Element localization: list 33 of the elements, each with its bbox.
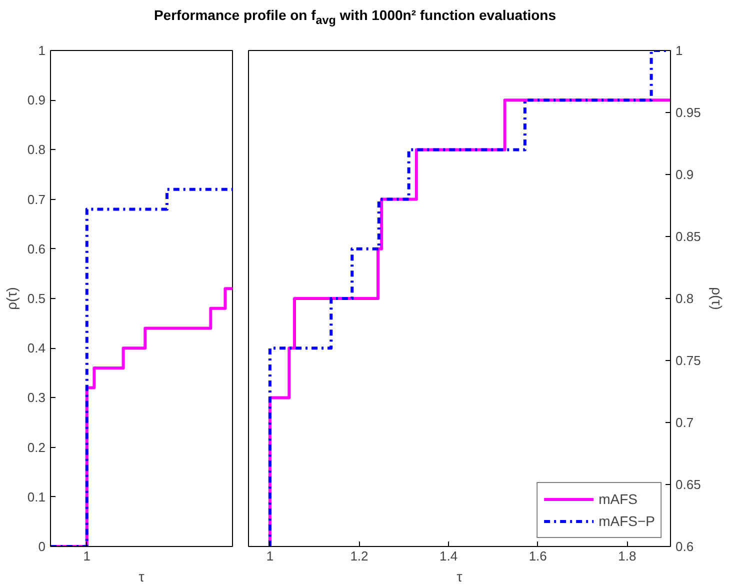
- x-tick-label: 1: [266, 548, 274, 564]
- x-axis-title: τ: [138, 568, 145, 584]
- x-axis-title: τ: [456, 568, 463, 584]
- y2-tick-label: 0.7: [676, 415, 694, 430]
- y-tick-label: 0.5: [27, 291, 46, 306]
- text: Performance profile on f$_{avg}$ with 1000n² function evaluations: [152, 6, 558, 29]
- y2-tick-label: 0.95: [676, 105, 701, 120]
- y-axis-title: ρ(τ): [3, 287, 20, 310]
- y2-axis-title: ρ(τ): [708, 287, 725, 310]
- legend-label: mAFS: [598, 491, 638, 507]
- y-tick-label: 0.7: [27, 192, 46, 207]
- y-tick-label: 0.2: [27, 440, 46, 455]
- y-tick-label: 0.4: [27, 340, 46, 356]
- y2-tick-label: 0.6: [676, 539, 694, 554]
- y2-tick-label: 0.8: [676, 291, 694, 306]
- y2-tick-label: 0.65: [676, 477, 701, 492]
- y-tick-label: 1: [38, 43, 46, 58]
- y2-tick-label: 0.75: [676, 353, 701, 368]
- y-tick-label: 0.3: [27, 390, 46, 406]
- y-tick-label: 0: [38, 539, 46, 554]
- y-tick-label: 0.1: [27, 489, 46, 504]
- x-tick-label: 1.2: [350, 548, 368, 564]
- x-tick-label: 1.6: [528, 548, 547, 564]
- x-tick-label: 1.8: [618, 548, 636, 564]
- legend-label: mAFS−P: [598, 513, 655, 529]
- y-tick-label: 0.9: [27, 92, 46, 108]
- y2-tick-label: 0.9: [676, 167, 694, 182]
- y-tick-label: 0.6: [27, 241, 46, 256]
- y2-tick-label: 1: [676, 43, 683, 58]
- x-tick-label: 1: [83, 548, 91, 564]
- x-tick-label: 1.4: [440, 548, 458, 564]
- y2-tick-label: 0.85: [676, 229, 701, 244]
- y-tick-label: 0.8: [27, 142, 46, 158]
